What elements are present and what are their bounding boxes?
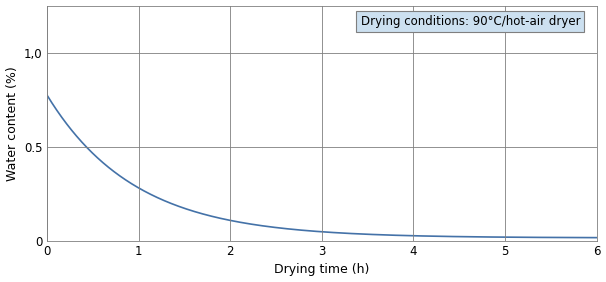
Text: Drying conditions: 90°C/hot-air dryer: Drying conditions: 90°C/hot-air dryer	[361, 15, 580, 28]
X-axis label: Drying time (h): Drying time (h)	[274, 263, 370, 276]
Y-axis label: Water content (%): Water content (%)	[5, 66, 19, 180]
